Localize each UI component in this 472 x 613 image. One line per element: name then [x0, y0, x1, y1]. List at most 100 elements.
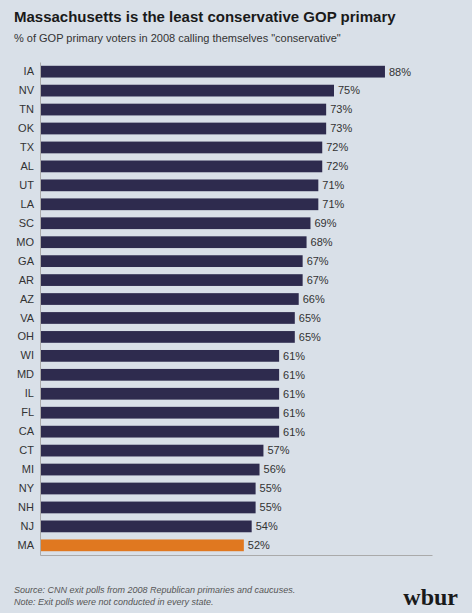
y-tick: IA [24, 65, 40, 77]
data-label: 54% [256, 520, 278, 532]
y-axis-line [40, 63, 41, 556]
y-tick: IL [25, 387, 40, 399]
data-label: 67% [307, 255, 329, 267]
y-tick: OK [18, 122, 40, 134]
y-axis: IA NV TN OK TX AL UT LA SC MO GA AR AZ VA OH WI MD IL FL CA… [16, 63, 40, 556]
y-tick-label: AR [19, 274, 34, 286]
y-tick-label: LA [21, 198, 35, 210]
data-label: 65% [299, 331, 321, 343]
y-tick-label: TX [20, 141, 35, 153]
y-tick: FL [21, 406, 40, 418]
y-tick: OH [18, 330, 41, 342]
data-label: 71% [322, 198, 344, 210]
data-label: 66% [303, 293, 325, 305]
y-tick-label: UT [19, 179, 34, 191]
background [0, 0, 472, 613]
y-tick: SC [19, 217, 40, 229]
bar [40, 236, 307, 248]
y-tick-label: MO [16, 236, 34, 248]
y-tick: WI [21, 349, 40, 361]
y-tick: UT [19, 179, 40, 191]
bar [40, 312, 295, 324]
data-label: 61% [283, 407, 305, 419]
logo: wbur [403, 584, 458, 610]
bar [40, 445, 263, 457]
y-tick-label: WI [21, 349, 34, 361]
x-axis [41, 555, 433, 556]
bar [40, 539, 244, 551]
y-tick: MO [16, 236, 40, 248]
bar [40, 255, 303, 267]
y-tick: MI [22, 463, 40, 475]
y-tick-label: GA [18, 255, 35, 267]
y-tick: VA [20, 311, 40, 323]
bar [40, 104, 326, 116]
bar [40, 66, 385, 78]
y-tick-label: MA [18, 539, 35, 551]
y-tick: MD [17, 368, 40, 380]
data-label: 72% [326, 160, 348, 172]
bar [40, 198, 318, 210]
plot: IA NV TN OK TX AL UT LA SC MO GA AR AZ VA OH WI MD IL FL CA… [16, 63, 432, 556]
y-tick-label: NY [19, 482, 35, 494]
y-tick: NH [18, 501, 40, 513]
y-tick-label: MD [17, 368, 34, 380]
source-note: Note: Exit polls were not conducted in e… [14, 597, 214, 607]
bar [40, 407, 279, 419]
source-note: Source: CNN exit polls from 2008 Republi… [14, 585, 295, 595]
data-label: 61% [283, 426, 305, 438]
y-tick-label: AZ [20, 293, 34, 305]
y-tick-label: IA [24, 65, 35, 77]
data-label: 67% [307, 274, 329, 286]
y-tick: CA [19, 425, 40, 437]
y-tick-label: MI [22, 463, 34, 475]
x-axis-line [41, 555, 433, 556]
y-tick: LA [21, 198, 40, 210]
data-label: 61% [283, 350, 305, 362]
data-label: 68% [311, 236, 333, 248]
data-label: 61% [283, 369, 305, 381]
y-tick-label: VA [20, 311, 35, 323]
data-label: 69% [314, 217, 336, 229]
y-tick-label: AL [21, 160, 34, 172]
bar [40, 502, 256, 514]
data-labels: 88%75%73%73%72%72%71%71%69%68%67%67%66%6… [248, 66, 411, 552]
bar [40, 293, 299, 305]
data-label: 61% [283, 388, 305, 400]
bar [40, 142, 322, 154]
y-tick: CT [19, 444, 40, 456]
y-tick-label: SC [19, 217, 34, 229]
y-tick-label: OH [18, 330, 35, 342]
bar [40, 85, 334, 97]
data-label: 75% [338, 84, 360, 96]
data-label: 73% [330, 122, 352, 134]
bar [40, 369, 279, 381]
y-tick-label: FL [21, 406, 34, 418]
y-tick-label: NH [18, 501, 34, 513]
bar [40, 179, 318, 191]
y-tick: NV [19, 84, 40, 96]
bar [40, 483, 256, 495]
y-tick-label: TN [19, 103, 34, 115]
bar [40, 331, 295, 343]
y-tick-label: NJ [21, 520, 34, 532]
data-label: 72% [326, 141, 348, 153]
bar [40, 274, 303, 286]
y-tick: NY [19, 482, 40, 494]
bar [40, 350, 279, 362]
subtitle: % of GOP primary voters in 2008 calling … [14, 32, 341, 44]
data-label: 55% [260, 482, 282, 494]
y-tick-label: CT [19, 444, 34, 456]
y-tick-label: OK [18, 122, 35, 134]
y-tick: GA [18, 255, 40, 267]
data-label: 55% [260, 501, 282, 513]
data-label: 57% [267, 444, 289, 456]
bar [40, 388, 279, 400]
y-tick-label: IL [25, 387, 34, 399]
chart: Massachusetts is the least conservative … [0, 0, 472, 613]
bar [40, 426, 279, 438]
bar [40, 521, 252, 533]
y-tick: MA [18, 539, 41, 551]
y-tick: AR [19, 274, 40, 286]
y-tick: AL [21, 160, 40, 172]
